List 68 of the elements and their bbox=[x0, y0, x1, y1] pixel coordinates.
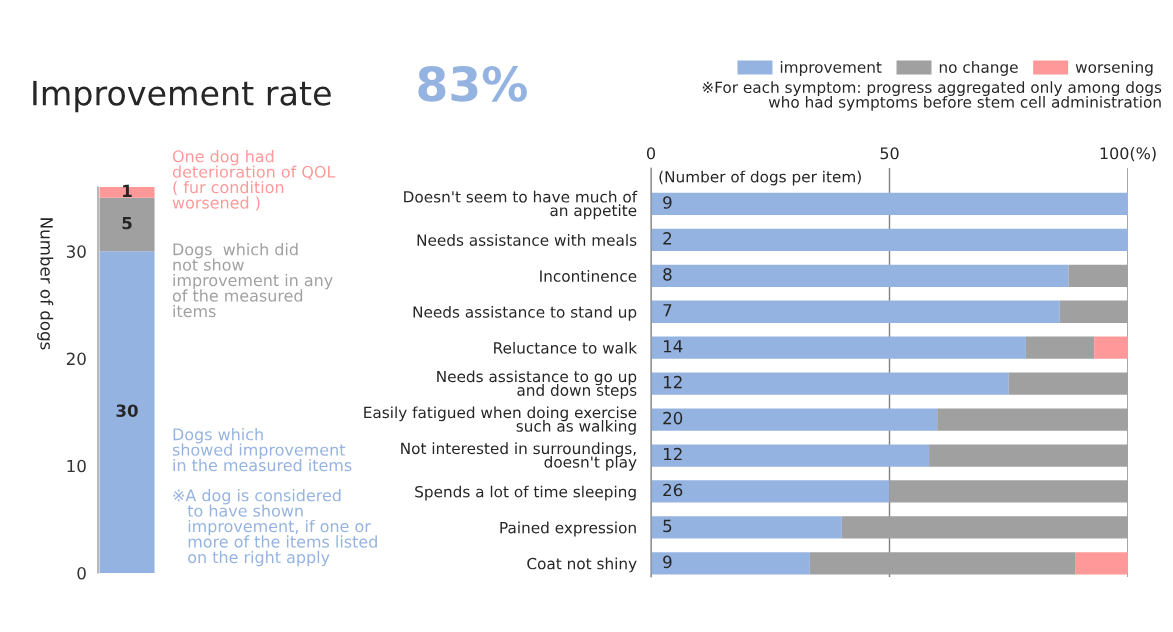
annotation: 12 bbox=[663, 375, 682, 389]
text: One dog had deterioration of QOL ( fur condition worsened ) bbox=[172, 150, 336, 211]
x-tick-label: 50 bbox=[880, 147, 899, 160]
bar bbox=[651, 228, 1128, 252]
annotation: 9 bbox=[663, 555, 672, 569]
y-tick-label: Reluctance to walk bbox=[494, 341, 638, 354]
bar bbox=[651, 444, 930, 467]
annotation: (Number of dogs per item) bbox=[659, 170, 861, 186]
text: 83% bbox=[418, 65, 528, 102]
y-tick-label: Coat not shiny bbox=[527, 557, 637, 573]
bar bbox=[889, 480, 1128, 503]
bar bbox=[651, 516, 842, 539]
y-tick-label: Incontinence bbox=[540, 270, 637, 282]
y-tick-label: Needs assistance with meals bbox=[417, 234, 637, 246]
text: ※For each symptom: progress aggregated only among dogs who had symptoms before stem cell administration bbox=[702, 81, 1162, 111]
annotation: 5 bbox=[663, 519, 672, 533]
legend-label: no change bbox=[939, 61, 1018, 76]
annotation: 9 bbox=[663, 196, 672, 209]
y-tick-label: Spends a lot of time sleeping bbox=[415, 485, 636, 501]
annotation: 14 bbox=[663, 340, 683, 353]
text: Dogs which showed improvement in the measured items bbox=[172, 428, 352, 472]
text: Dogs which did not show improvement in any of the measured items bbox=[172, 243, 333, 318]
annotation: 8 bbox=[663, 268, 672, 281]
y-tick-label: Easily fatigued when doing exercise such as walking bbox=[364, 406, 637, 435]
bar bbox=[99, 251, 155, 573]
bar bbox=[1094, 336, 1128, 359]
bar bbox=[651, 300, 1060, 323]
bar bbox=[651, 408, 938, 431]
bar bbox=[841, 516, 1128, 539]
bar bbox=[651, 264, 1069, 287]
legend-label: improvement bbox=[780, 61, 882, 76]
y-axis-title: Number of dogs bbox=[37, 218, 54, 350]
bar bbox=[99, 197, 155, 252]
data-label: 1 bbox=[123, 184, 132, 197]
bar bbox=[651, 192, 1128, 216]
bar bbox=[1025, 336, 1095, 359]
y-tick-label: 30 bbox=[66, 245, 86, 258]
annotation: 26 bbox=[663, 483, 683, 497]
chart-title: Improvement rate bbox=[33, 80, 331, 113]
y-tick-label: Needs assistance to stand up bbox=[413, 305, 637, 321]
y-tick-label: Pained expression bbox=[500, 521, 636, 537]
bar bbox=[1075, 552, 1128, 575]
bar bbox=[809, 552, 1076, 575]
bar bbox=[1008, 372, 1128, 395]
text: ※A dog is considered to have shown improvement, if one or more of the items listed on the right apply bbox=[173, 489, 377, 567]
bar bbox=[651, 480, 890, 503]
y-tick-label: Not interested in surroundings, doesn't play bbox=[401, 442, 637, 471]
y-tick-label: 0 bbox=[77, 566, 86, 580]
bar bbox=[1068, 264, 1128, 287]
y-tick-label: 20 bbox=[66, 352, 86, 366]
x-tick-label: 100(%) bbox=[1100, 147, 1156, 162]
legend-label: worsening bbox=[1075, 61, 1153, 76]
bar bbox=[651, 372, 1009, 395]
x-tick-label: 0 bbox=[646, 147, 656, 160]
annotation: 12 bbox=[663, 447, 682, 461]
bar bbox=[937, 408, 1128, 431]
bar bbox=[651, 552, 810, 575]
data-label: 30 bbox=[116, 404, 138, 417]
y-tick-label: Needs assistance to go up and down steps bbox=[437, 370, 637, 399]
bar bbox=[651, 336, 1026, 359]
annotation: 7 bbox=[663, 304, 672, 317]
annotation: 2 bbox=[663, 232, 672, 245]
annotation: 20 bbox=[663, 411, 683, 425]
y-tick-label: 10 bbox=[67, 459, 86, 473]
bar bbox=[1059, 300, 1128, 323]
bar bbox=[929, 444, 1128, 467]
y-tick-label: Doesn't seem to have much of an appetite bbox=[404, 190, 638, 220]
data-label: 5 bbox=[122, 216, 132, 230]
